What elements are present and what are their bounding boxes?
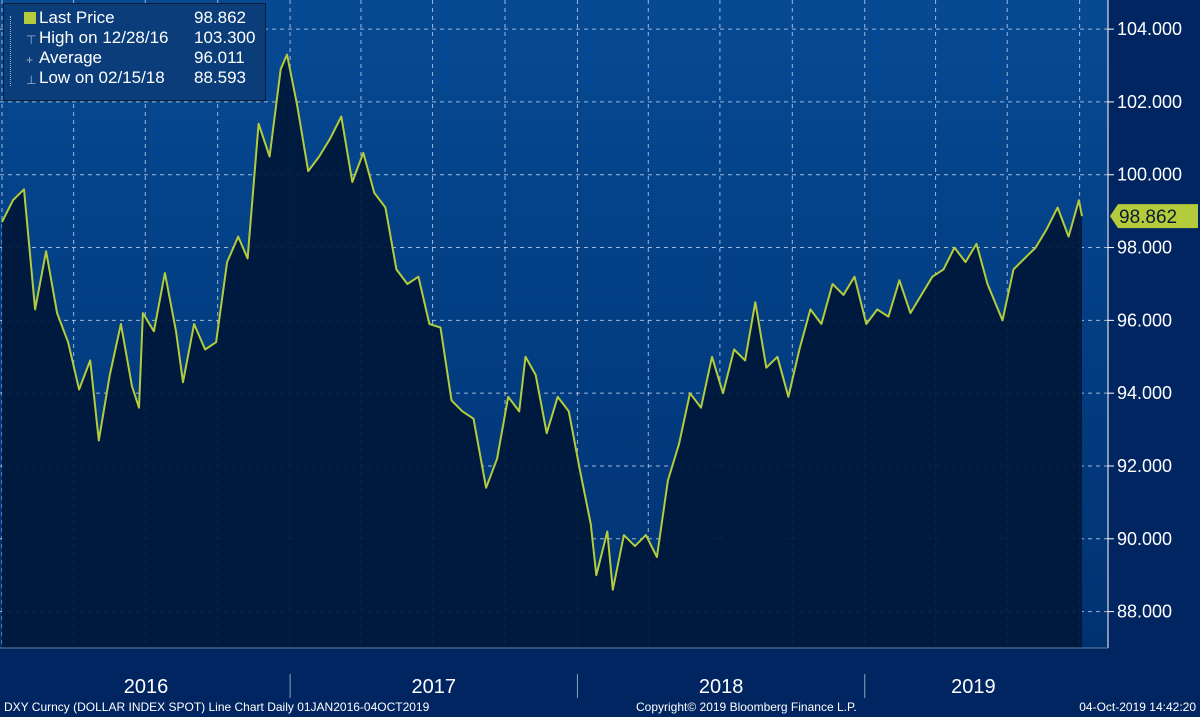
y-tick-label: 94.000 xyxy=(1117,383,1172,403)
last-price-tag-group: 98.862 xyxy=(1110,204,1198,229)
legend-value: 103.300 xyxy=(194,28,256,47)
legend-row-high[interactable]: ⊤ High on 12/28/16 103.300 xyxy=(4,28,265,48)
average-marker-icon: + xyxy=(26,53,34,67)
legend-value: 88.593 xyxy=(194,68,246,87)
legend-rail xyxy=(10,16,12,86)
y-tick-label: 88.000 xyxy=(1117,602,1172,622)
low-marker-icon: ⊥ xyxy=(26,73,37,87)
x-year-label: 2018 xyxy=(699,676,744,698)
high-marker-icon: ⊤ xyxy=(26,33,37,47)
y-tick-label: 92.000 xyxy=(1117,456,1172,476)
footer-timestamp: 04-Oct-2019 14:42:20 xyxy=(1079,700,1196,714)
legend-value: 96.011 xyxy=(194,48,245,67)
legend-label: High on 12/28/16 xyxy=(39,28,169,47)
legend-label: Average xyxy=(39,48,103,67)
legend-row-low[interactable]: ⊥ Low on 02/15/18 88.593 xyxy=(4,68,265,88)
price-area-fill xyxy=(2,54,1082,649)
y-tick-label: 102.000 xyxy=(1117,92,1182,112)
x-axis: 2016 2017 2018 2019 xyxy=(124,674,996,698)
legend-row-last-price[interactable]: Last Price 98.862 xyxy=(4,8,265,28)
legend-label: Last Price xyxy=(39,8,115,27)
footer-copyright: Copyright© 2019 Bloomberg Finance L.P. xyxy=(636,700,857,714)
y-tick-label: 90.000 xyxy=(1117,529,1172,549)
y-axis-panel xyxy=(1108,0,1200,648)
footer-security: DXY Curncy (DOLLAR INDEX SPOT) Line Char… xyxy=(4,700,430,714)
x-year-label: 2017 xyxy=(412,676,457,698)
last-price-tag-label: 98.862 xyxy=(1119,207,1177,228)
x-axis-panel xyxy=(0,648,1200,700)
legend-value: 98.862 xyxy=(194,8,246,27)
y-tick-label: 96.000 xyxy=(1117,310,1172,330)
y-tick-label: 98.000 xyxy=(1117,238,1172,258)
price-line xyxy=(1,53,1083,591)
x-year-label: 2019 xyxy=(951,676,996,698)
y-tick-label: 104.000 xyxy=(1117,19,1182,39)
x-year-label: 2016 xyxy=(124,676,169,698)
y-axis: 104.000 102.000 100.000 98.000 96.000 94.000 9… xyxy=(1108,19,1182,622)
legend-swatch-icon xyxy=(24,12,36,24)
legend-row-average[interactable]: + Average 96.011 xyxy=(4,48,265,68)
last-price-tag xyxy=(1110,204,1198,229)
legend-box[interactable]: Last Price 98.862 ⊤ High on 12/28/16 103… xyxy=(3,3,266,101)
legend-label: Low on 02/15/18 xyxy=(39,68,165,87)
y-tick-label: 100.000 xyxy=(1117,165,1182,185)
